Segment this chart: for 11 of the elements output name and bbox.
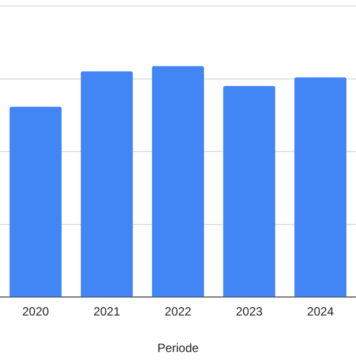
x-tick-label: 2021 xyxy=(93,304,120,319)
x-tick-label: 2020 xyxy=(22,304,50,319)
bar xyxy=(80,71,133,297)
x-tick-label: 2024 xyxy=(307,304,334,319)
x-tick-label: 2023 xyxy=(236,304,263,319)
bar xyxy=(10,106,62,297)
bar xyxy=(152,66,204,297)
x-tick-label: 2022 xyxy=(164,304,192,319)
bar xyxy=(294,77,346,297)
bar xyxy=(223,86,276,297)
x-axis-title: Periode xyxy=(157,341,199,356)
